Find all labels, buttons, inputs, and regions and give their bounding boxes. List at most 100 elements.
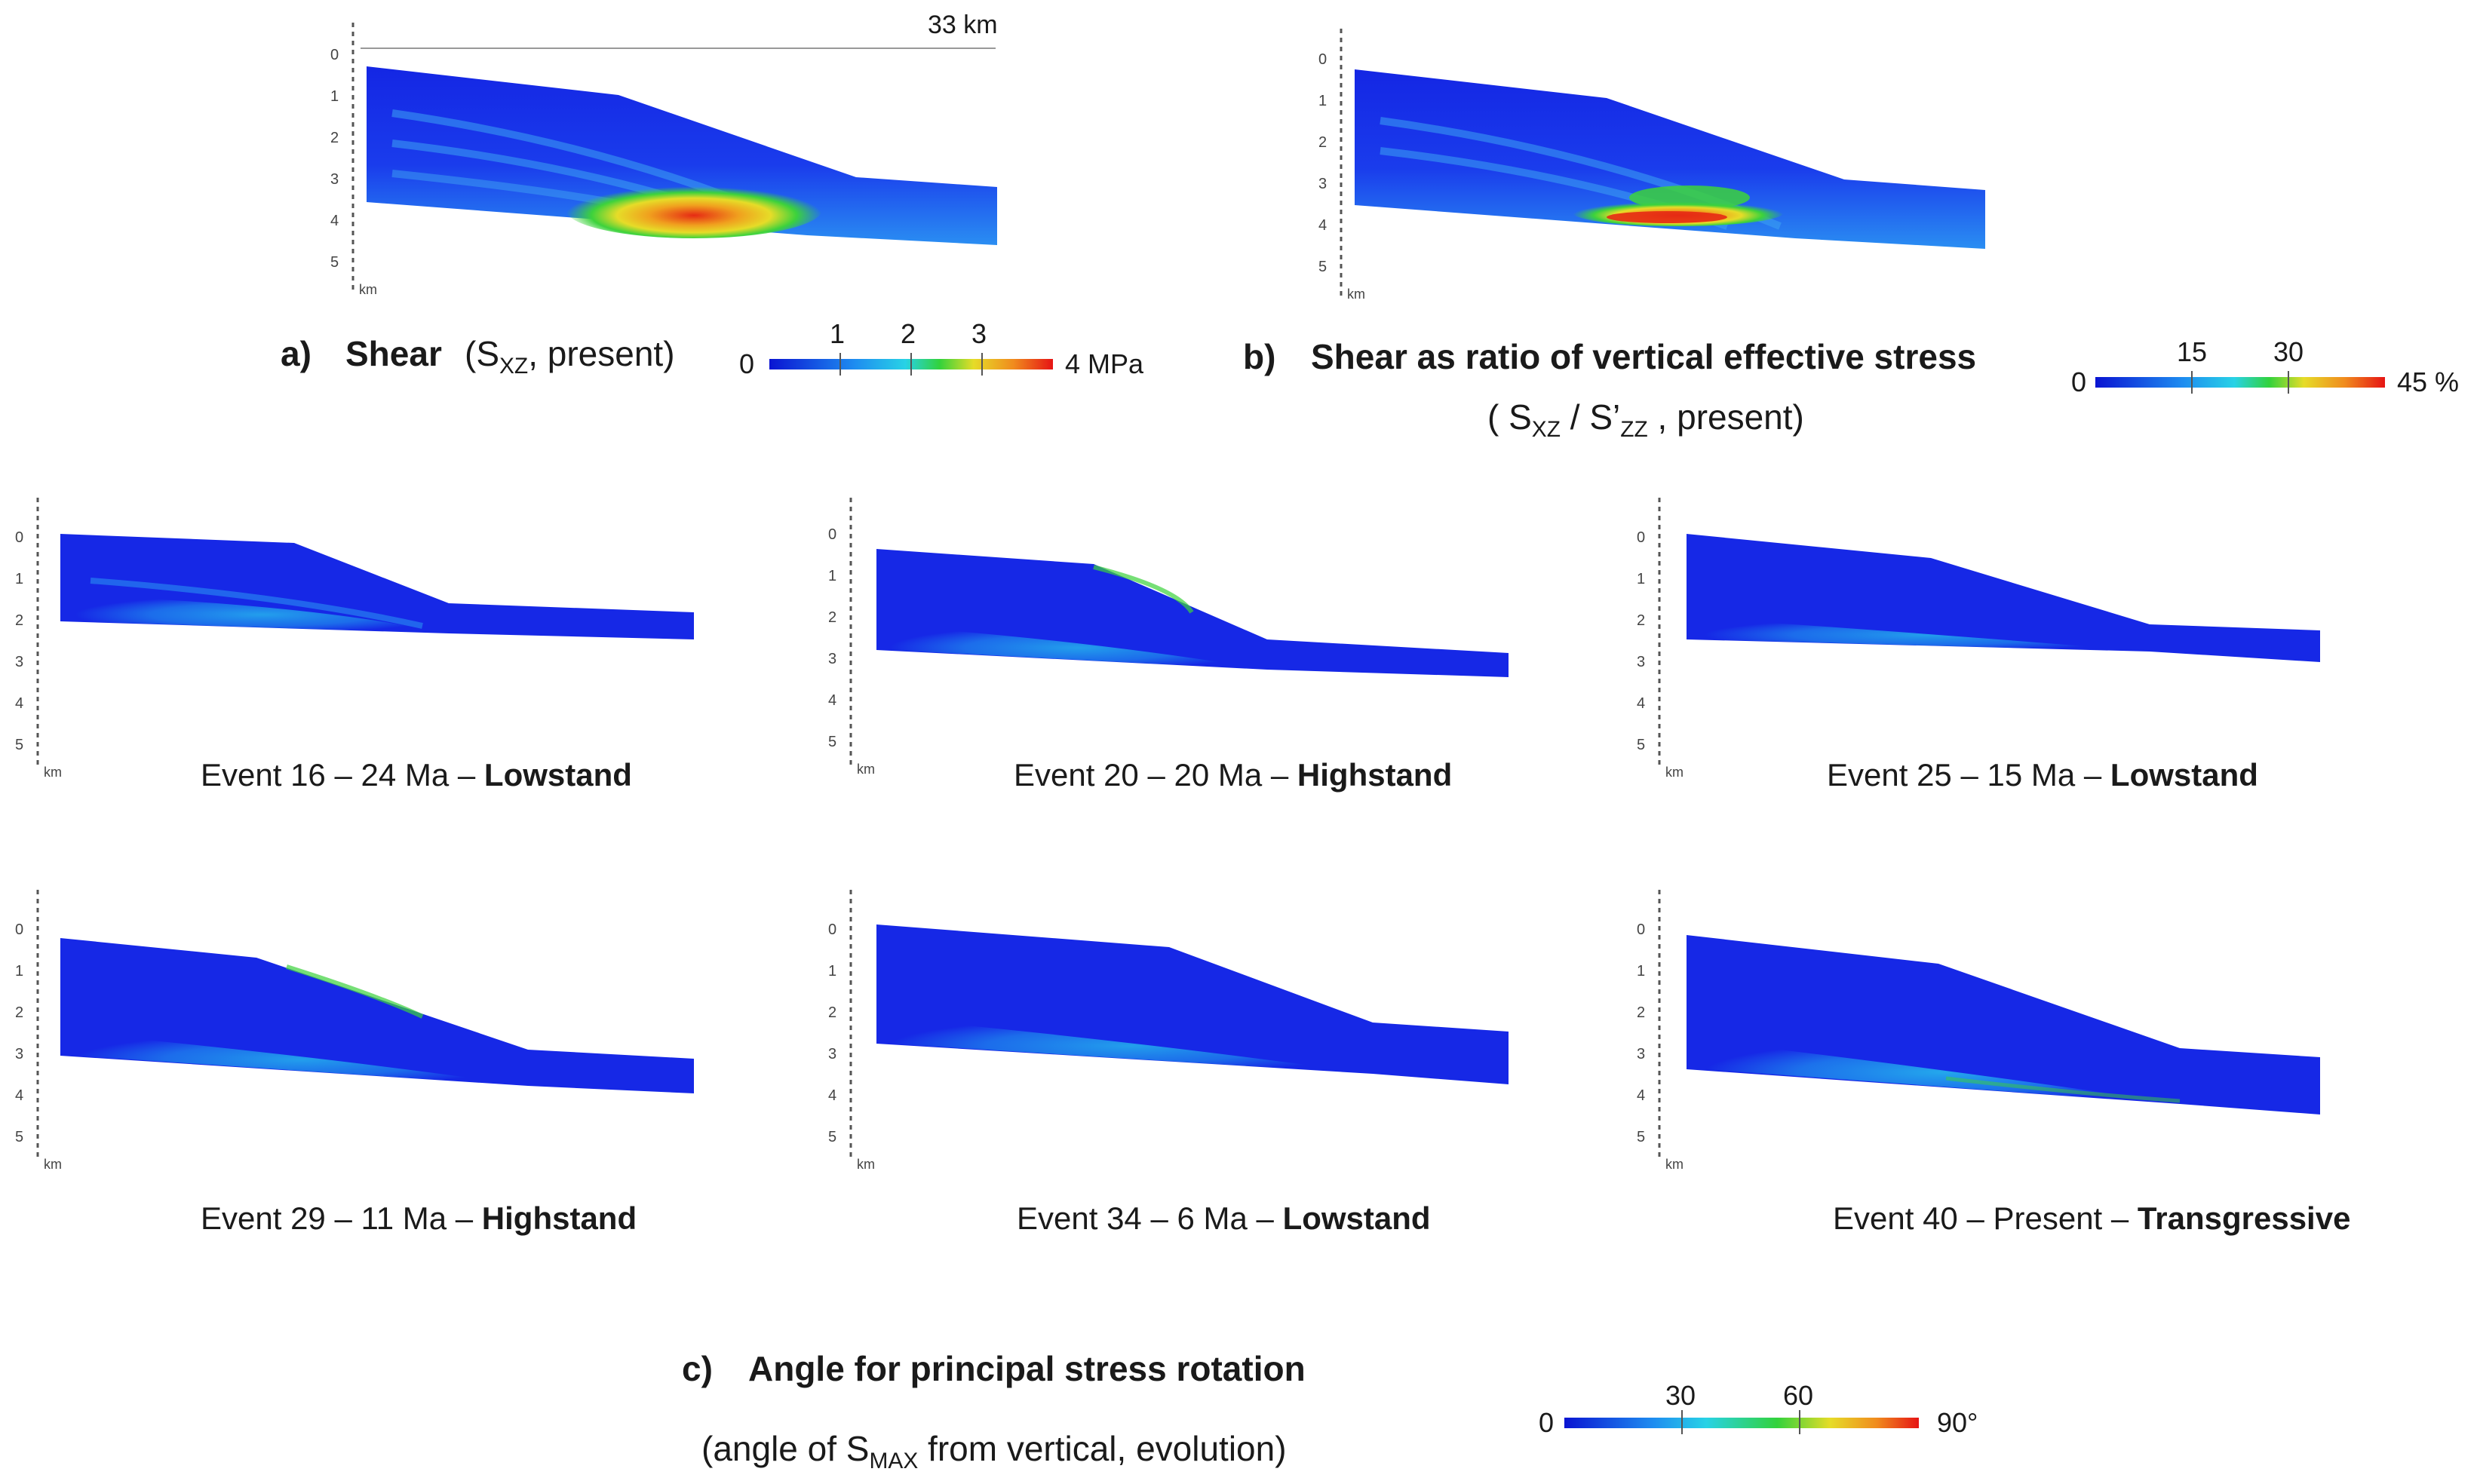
depth-tick-label: 0 <box>828 526 837 543</box>
depth-tick-label: 2 <box>15 612 24 629</box>
depth-tick-label: 5 <box>828 1129 837 1145</box>
event-section-3 <box>1658 498 2320 765</box>
depth-tick-label: 0 <box>15 529 24 546</box>
depth-tick-label: 2 <box>15 1004 24 1021</box>
panel-b-subtitle: ( SXZ / S’ZZ , present) <box>1487 397 1804 443</box>
depth-tick-label: 1 <box>15 963 24 980</box>
colorbar-a-max: 4 MPa <box>1065 348 1144 379</box>
depth-tick-label: 3 <box>1637 1046 1646 1062</box>
event-section-5 <box>849 890 1509 1161</box>
event-caption-2: Event 20 – 20 Ma – Highstand <box>1014 757 1453 793</box>
event-caption-5: Event 34 – 6 Ma – Lowstand <box>1017 1200 1431 1236</box>
depth-tick-label: 1 <box>1637 963 1646 980</box>
event-caption-3: Event 25 – 15 Ma – Lowstand <box>1827 757 2258 793</box>
colorbar-c-tick-2: 60 <box>1783 1380 1814 1411</box>
depth-tick-label: 2 <box>828 609 837 626</box>
depth-tick-label: 0 <box>1637 921 1646 938</box>
panel-a-subtitle: (SXZ, present) <box>465 334 675 379</box>
depth-tick-label: 1 <box>330 88 339 105</box>
event-caption-1: Event 16 – 24 Ma – Lowstand <box>201 757 632 793</box>
colorbar-b-tick-2: 30 <box>2273 336 2304 367</box>
panel-a-letter: a) <box>281 334 312 373</box>
depth-tick-label: 4 <box>15 695 24 712</box>
panel-c-subtitle: (angle of SMAX from vertical, evolution) <box>701 1429 1287 1474</box>
depth-tick-label: 0 <box>1637 529 1646 546</box>
depth-unit-label: km <box>857 762 875 777</box>
colorbar-b-min: 0 <box>2071 366 2087 397</box>
colorbar-c-min: 0 <box>1539 1407 1555 1438</box>
depth-tick-label: 1 <box>1637 571 1646 587</box>
event-caption-6: Event 40 – Present – Transgressive <box>1833 1200 2351 1236</box>
depth-tick-label: 5 <box>330 254 339 271</box>
colorbar-b-tick-1: 15 <box>2177 336 2208 367</box>
depth-tick-label: 5 <box>828 734 837 750</box>
colorbar-b <box>2095 371 2385 394</box>
depth-tick-label: 3 <box>15 1046 24 1062</box>
depth-unit-label: km <box>359 282 377 297</box>
depth-tick-label: 1 <box>828 568 837 584</box>
event-section-2 <box>849 498 1509 765</box>
depth-tick-label: 2 <box>1318 134 1327 151</box>
depth-unit-label: km <box>1665 765 1684 780</box>
event-section-6 <box>1658 890 2320 1161</box>
depth-unit-label: km <box>44 1157 62 1172</box>
panel-b-letter: b) <box>1243 337 1276 376</box>
depth-tick-label: 5 <box>15 737 24 753</box>
depth-tick-label: 0 <box>1318 51 1327 68</box>
panel-a-title: Shear <box>345 334 442 373</box>
depth-tick-label: 2 <box>828 1004 837 1021</box>
panel-a-section <box>351 23 997 290</box>
depth-tick-label: 1 <box>828 963 837 980</box>
depth-tick-label: 4 <box>15 1087 24 1104</box>
depth-tick-label: 3 <box>330 171 339 188</box>
depth-unit-label: km <box>1665 1157 1684 1172</box>
depth-tick-label: 1 <box>15 571 24 587</box>
depth-tick-label: 3 <box>15 654 24 670</box>
colorbar-c <box>1564 1410 1919 1434</box>
colorbar-a-tick-3: 3 <box>971 318 987 349</box>
depth-unit-label: km <box>857 1157 875 1172</box>
panel-c-letter: c) <box>682 1349 713 1388</box>
depth-unit-label: km <box>44 765 62 780</box>
depth-tick-label: 5 <box>1637 737 1646 753</box>
depth-tick-label: 4 <box>1637 695 1646 712</box>
depth-tick-label: 3 <box>1318 176 1327 192</box>
event-section-1 <box>36 498 694 765</box>
panel-b-title: Shear as ratio of vertical effective str… <box>1311 337 1977 376</box>
shear-hotspot <box>566 181 822 238</box>
depth-tick-label: 4 <box>828 1087 837 1104</box>
depth-tick-label: 2 <box>1637 1004 1646 1021</box>
section-shape <box>1355 69 1985 249</box>
depth-tick-label: 3 <box>828 651 837 667</box>
depth-tick-label: 0 <box>15 921 24 938</box>
depth-tick-label: 4 <box>828 692 837 709</box>
scale-label: 33 km <box>928 11 998 39</box>
depth-tick-label: 0 <box>330 47 339 63</box>
depth-tick-label: 4 <box>1637 1087 1646 1104</box>
colorbar-c-tick-1: 30 <box>1665 1380 1696 1411</box>
event-caption-4: Event 29 – 11 Ma – Highstand <box>201 1200 637 1236</box>
depth-tick-label: 5 <box>1318 259 1327 275</box>
depth-tick-label: 5 <box>15 1129 24 1145</box>
depth-tick-label: 1 <box>1318 93 1327 109</box>
event-section-4 <box>36 890 694 1161</box>
panel-c-title: Angle for principal stress rotation <box>748 1349 1306 1388</box>
depth-tick-label: 5 <box>1637 1129 1646 1145</box>
colorbar-a-tick-2: 2 <box>901 318 916 349</box>
depth-tick-label: 2 <box>1637 612 1646 629</box>
colorbar-a-min: 0 <box>739 348 755 379</box>
depth-tick-label: 4 <box>330 213 339 229</box>
colorbar-a-tick-1: 1 <box>830 318 846 349</box>
colorbar-a <box>769 353 1053 376</box>
depth-tick-label: 3 <box>828 1046 837 1062</box>
panel-b-section <box>1340 29 1985 298</box>
depth-tick-label: 2 <box>330 130 339 146</box>
colorbar-c-max: 90° <box>1937 1407 1978 1438</box>
depth-tick-label: 4 <box>1318 217 1327 234</box>
section-shape <box>367 66 997 245</box>
depth-unit-label: km <box>1347 287 1365 302</box>
colorbar-b-max: 45 % <box>2397 366 2460 397</box>
depth-tick-label: 0 <box>828 921 837 938</box>
depth-tick-label: 3 <box>1637 654 1646 670</box>
